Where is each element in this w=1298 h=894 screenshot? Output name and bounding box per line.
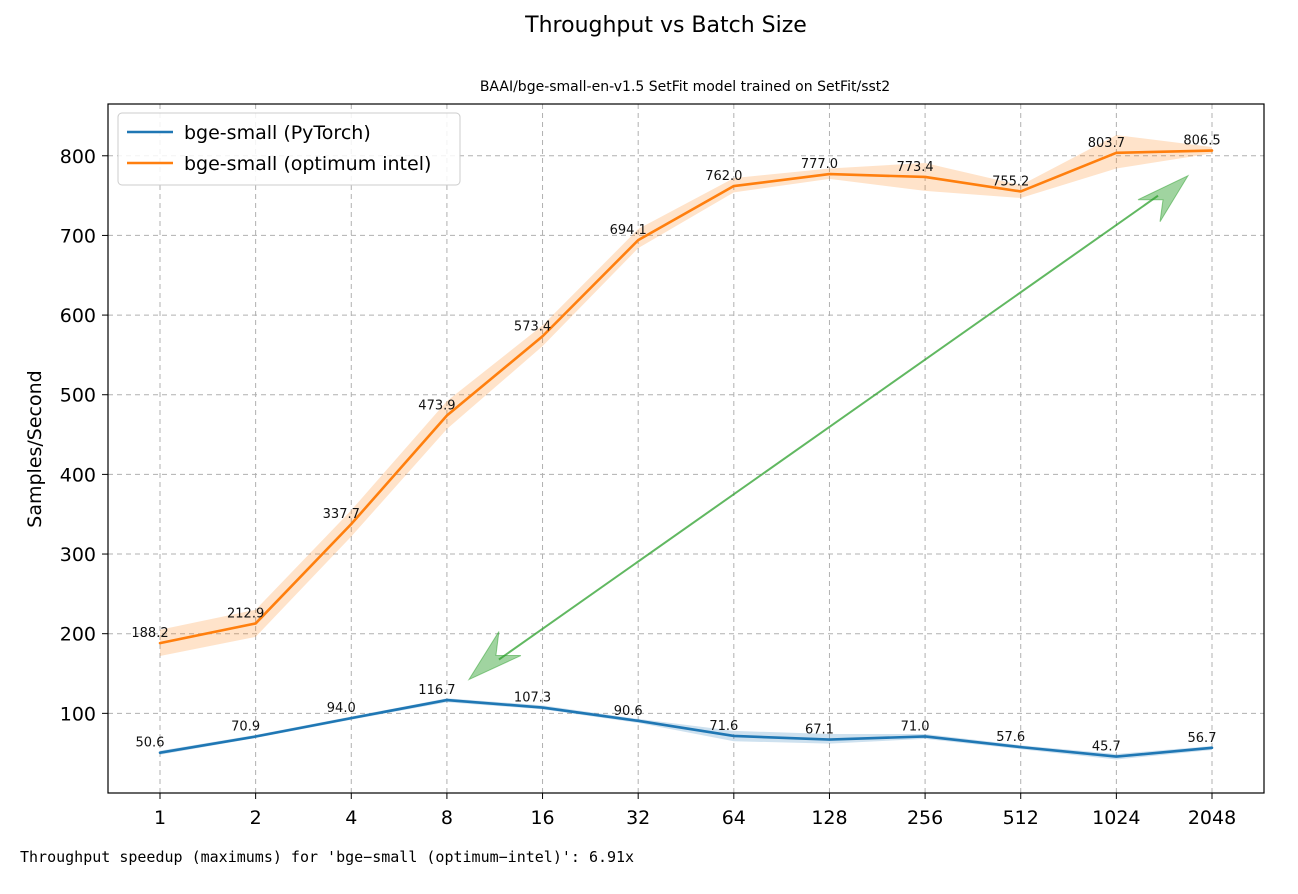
x-tick-label: 256 — [907, 807, 943, 829]
data-label: 337.7 — [323, 507, 360, 522]
x-tick-label: 1 — [154, 807, 166, 829]
y-tick-label: 700 — [60, 225, 96, 247]
series-line — [158, 698, 1214, 758]
data-label: 57.6 — [996, 730, 1025, 745]
data-label: 777.0 — [801, 157, 838, 172]
chart-title: Throughput vs Batch Size — [524, 13, 807, 38]
data-label: 50.6 — [136, 736, 165, 751]
x-tick-label: 4 — [345, 807, 357, 829]
data-label: 71.0 — [901, 719, 930, 734]
data-label: 773.4 — [896, 160, 933, 175]
data-label: 755.2 — [992, 174, 1029, 189]
data-label: 803.7 — [1088, 136, 1125, 151]
data-label: 71.6 — [709, 719, 738, 734]
data-label: 56.7 — [1188, 731, 1217, 746]
y-tick-label: 800 — [60, 146, 96, 168]
data-label: 573.4 — [514, 319, 551, 334]
axes-frame — [107, 103, 1265, 794]
data-label: 67.1 — [805, 723, 834, 738]
data-label: 473.9 — [418, 399, 455, 414]
legend-box — [117, 112, 461, 186]
data-label: 45.7 — [1092, 740, 1121, 755]
series-line — [158, 149, 1214, 645]
data-label: 116.7 — [418, 683, 455, 698]
x-tick-label: 128 — [811, 807, 847, 829]
data-label: 70.9 — [231, 720, 260, 735]
data-label: 762.0 — [705, 169, 742, 184]
x-tick-label: 64 — [722, 807, 746, 829]
data-label: 212.9 — [227, 606, 264, 621]
arrow-head-icon — [467, 631, 522, 681]
x-tick-label: 16 — [530, 807, 554, 829]
y-tick-label: 400 — [60, 464, 96, 486]
data-label: 94.0 — [327, 701, 356, 716]
console-output: Throughput speedup (maximums) for 'bge−s… — [20, 848, 635, 866]
x-tick-label: 2048 — [1188, 807, 1236, 829]
data-label: 694.1 — [610, 223, 647, 238]
x-tick-label: 512 — [1003, 807, 1039, 829]
speedup-arrow-line — [498, 194, 1159, 661]
chart: Throughput vs Batch Size BAAI/bge-small-… — [24, 13, 1265, 829]
y-tick-label: 200 — [60, 624, 96, 646]
x-tick-label: 8 — [441, 807, 453, 829]
arrow-head-icon — [1137, 174, 1190, 222]
y-axis-label: Samples/Second — [24, 370, 46, 527]
data-label: 188.2 — [131, 626, 168, 641]
x-tick-label: 2 — [250, 807, 262, 829]
legend: bge-small (PyTorch) bge-small (optimum in… — [117, 112, 461, 186]
y-tick-label: 100 — [60, 703, 96, 725]
x-tick-label: 1024 — [1092, 807, 1140, 829]
plot-area: 1 2 4 8 16 32 64 128 256 512 1024 2048 100 200 300 400 5… — [60, 103, 1265, 829]
y-tick-label: 300 — [60, 544, 96, 566]
data-label: 107.3 — [514, 691, 551, 706]
confidence-band — [160, 135, 1212, 656]
chart-subtitle: BAAI/bge-small-en-v1.5 SetFit model trai… — [480, 79, 890, 95]
legend-label: bge-small (PyTorch) — [184, 122, 371, 144]
y-tick-label: 600 — [60, 305, 96, 327]
x-tick-label: 32 — [626, 807, 650, 829]
data-label: 806.5 — [1183, 134, 1220, 149]
y-tick-label: 500 — [60, 385, 96, 407]
legend-label: bge-small (optimum intel) — [184, 153, 431, 175]
data-label: 90.6 — [614, 704, 643, 719]
